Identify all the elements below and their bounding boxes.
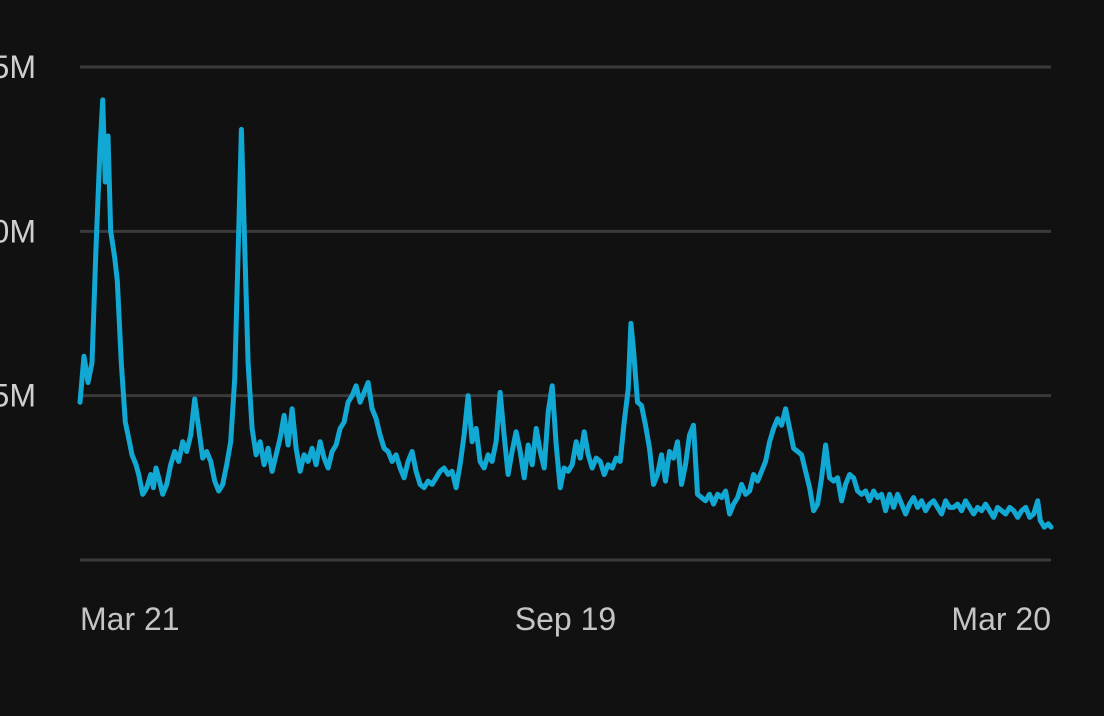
y-tick-label: 15M [0,49,36,85]
x-tick-label: Mar 20 [951,601,1051,637]
y-tick-label: 10M [0,213,36,249]
x-tick-label: Mar 21 [80,601,180,637]
y-tick-label: 5M [0,378,36,414]
series-group [77,97,1054,530]
y-axis-labels: 5M 10M 15M [0,49,36,414]
series-line-0 [77,97,1054,530]
x-tick-label: Sep 19 [515,601,616,637]
x-axis-labels: Mar 21 Sep 19 Mar 20 [80,601,1051,637]
grid-lines [80,65,1051,562]
